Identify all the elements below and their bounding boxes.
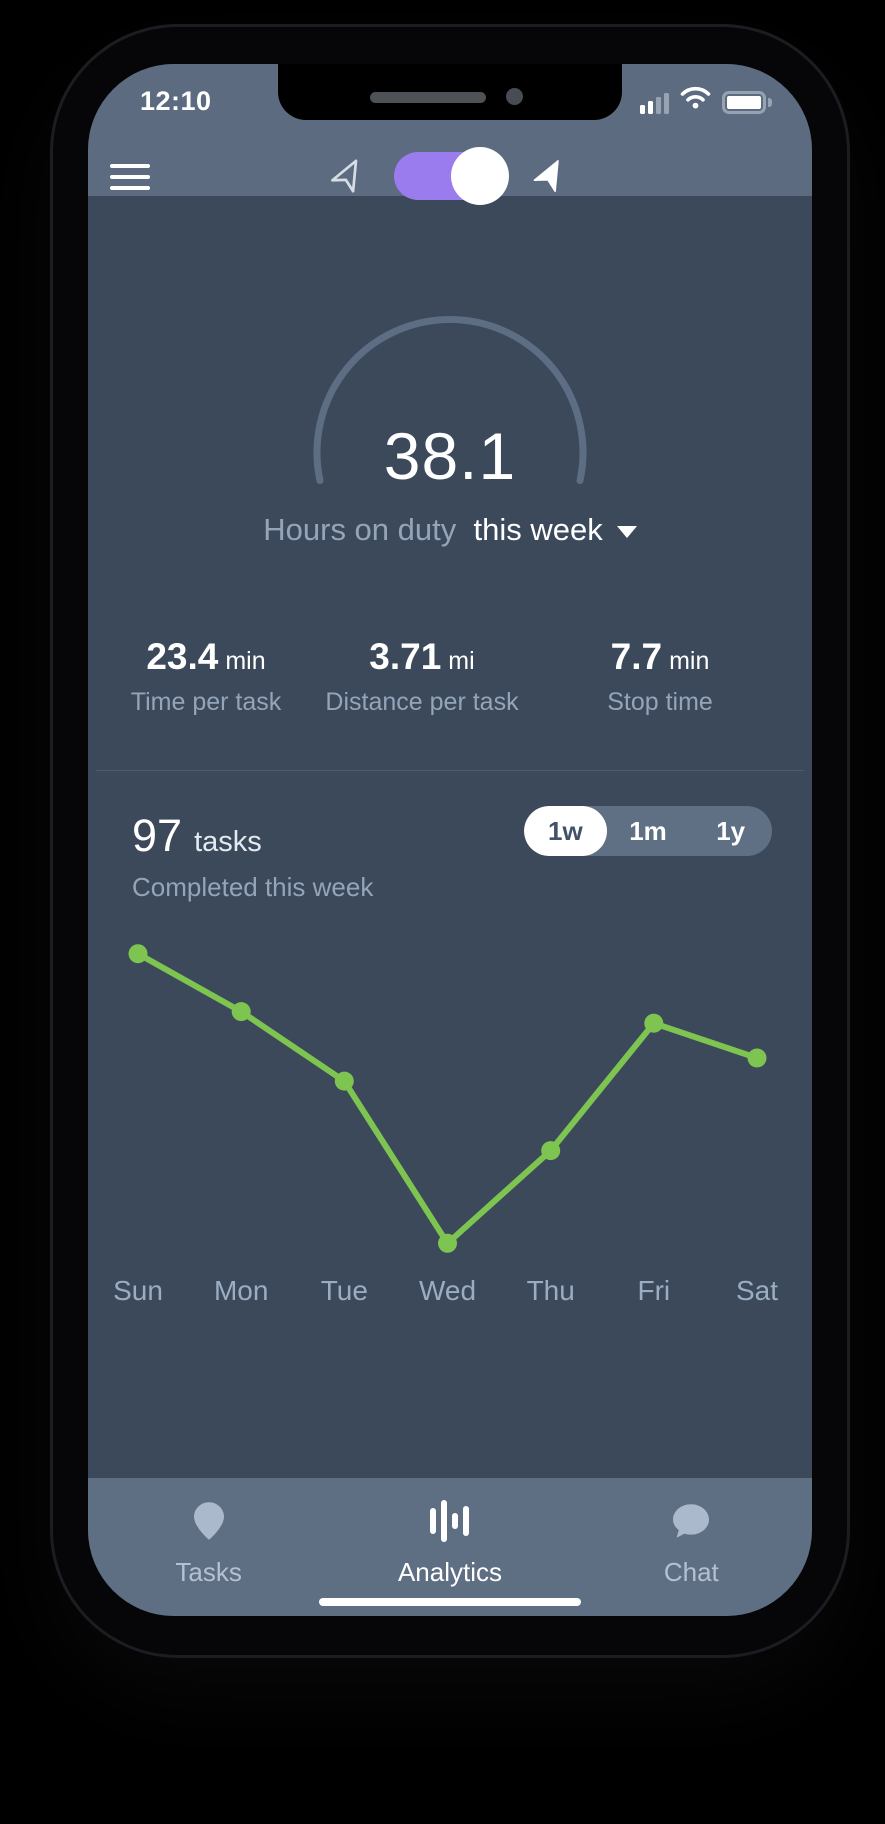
x-axis-label-tue: Tue [321,1275,368,1306]
nav-label: Tasks [175,1557,242,1587]
chart-line [135,950,760,1247]
caret-down-icon [616,525,637,538]
front-camera [506,88,523,105]
chart-point-fri [644,1013,664,1033]
hours-on-duty-value: 38.1 [383,419,517,493]
location-tracking-toggle[interactable] [394,147,509,205]
home-indicator-handle[interactable] [319,1598,581,1606]
stat-unit: min [669,647,710,675]
range-option-1m[interactable]: 1m [629,815,667,846]
stat-distance-per-task: 3.71 mi Distance per task [325,636,518,717]
x-axis-label-wed: Wed [419,1275,476,1306]
stat-value: 23.4 [146,636,219,677]
gauge-subtitle: Hours on duty this week [88,512,812,548]
tasks-subtitle: Completed this week [132,872,374,902]
stat-unit: mi [448,647,475,675]
stat-label: Stop time [607,688,713,716]
chart-point-sun [128,944,148,964]
toggle-knob [451,147,509,205]
navigation-filled-icon [532,155,570,198]
nav-item-chat[interactable]: Chat [611,1498,771,1588]
nav-item-tasks[interactable]: Tasks [129,1498,289,1588]
hours-gauge-arc [313,316,587,485]
status-icons [640,85,772,114]
range-option-1w[interactable]: 1w [524,806,607,856]
x-axis-label-mon: Mon [214,1275,268,1306]
nav-label: Analytics [397,1557,502,1587]
chart-point-thu [541,1141,561,1161]
stat-time-per-task: 23.4 min Time per task [131,636,282,717]
stat-label: Distance per task [325,688,519,716]
bar-chart-icon [430,1498,470,1544]
navigation-outline-icon [330,155,368,198]
tasks-summary: 97 tasks Completed this week [132,810,373,903]
stat-label: Time per task [130,688,282,716]
bottom-nav: Tasks Analytics Chat [88,1478,812,1616]
app-screen: 12:10 [88,64,812,1616]
stat-stop-time: 7.7 min Stop time [607,636,713,717]
wifi-icon [680,85,711,114]
x-axis-label-thu: Thu [527,1275,575,1306]
x-axis-label-sat: Sat [736,1275,778,1306]
x-axis-label-sun: Sun [113,1275,163,1306]
chart-point-mon [231,1002,251,1022]
nav-item-analytics[interactable]: Analytics [370,1498,530,1588]
signal-strength-icon [640,92,669,114]
range-option-1y[interactable]: 1y [716,815,746,846]
range-selector: 1w 1m 1y [524,806,772,856]
section-divider [96,770,804,771]
phone-frame: 12:10 [50,24,850,1658]
phone-notch [278,64,622,120]
status-time: 12:10 [140,86,212,116]
stat-unit: min [225,647,266,675]
gauge-subtitle-prefix: Hours on duty [263,512,457,547]
tasks-line-chart: Sun Mon Tue Wed Thu Fri Sat [113,944,778,1306]
x-axis-label-fri: Fri [637,1275,670,1306]
speaker-slot [370,92,486,103]
week-selector-dropdown[interactable]: this week [474,512,637,547]
chart-point-tue [334,1071,354,1091]
nav-label: Chat [663,1557,719,1587]
tasks-unit: tasks [194,826,262,858]
chart-point-sat [747,1048,767,1068]
stat-value: 3.71 [369,636,442,677]
stat-value: 7.7 [610,636,663,677]
location-mode-row [88,146,812,206]
menu-button[interactable] [110,164,150,190]
battery-icon [722,91,772,114]
chat-bubble-icon [671,1498,711,1544]
tasks-count: 97 [132,810,183,861]
top-chrome: 12:10 [88,64,812,205]
map-pin-icon [193,1498,224,1544]
chart-point-wed [438,1233,457,1253]
